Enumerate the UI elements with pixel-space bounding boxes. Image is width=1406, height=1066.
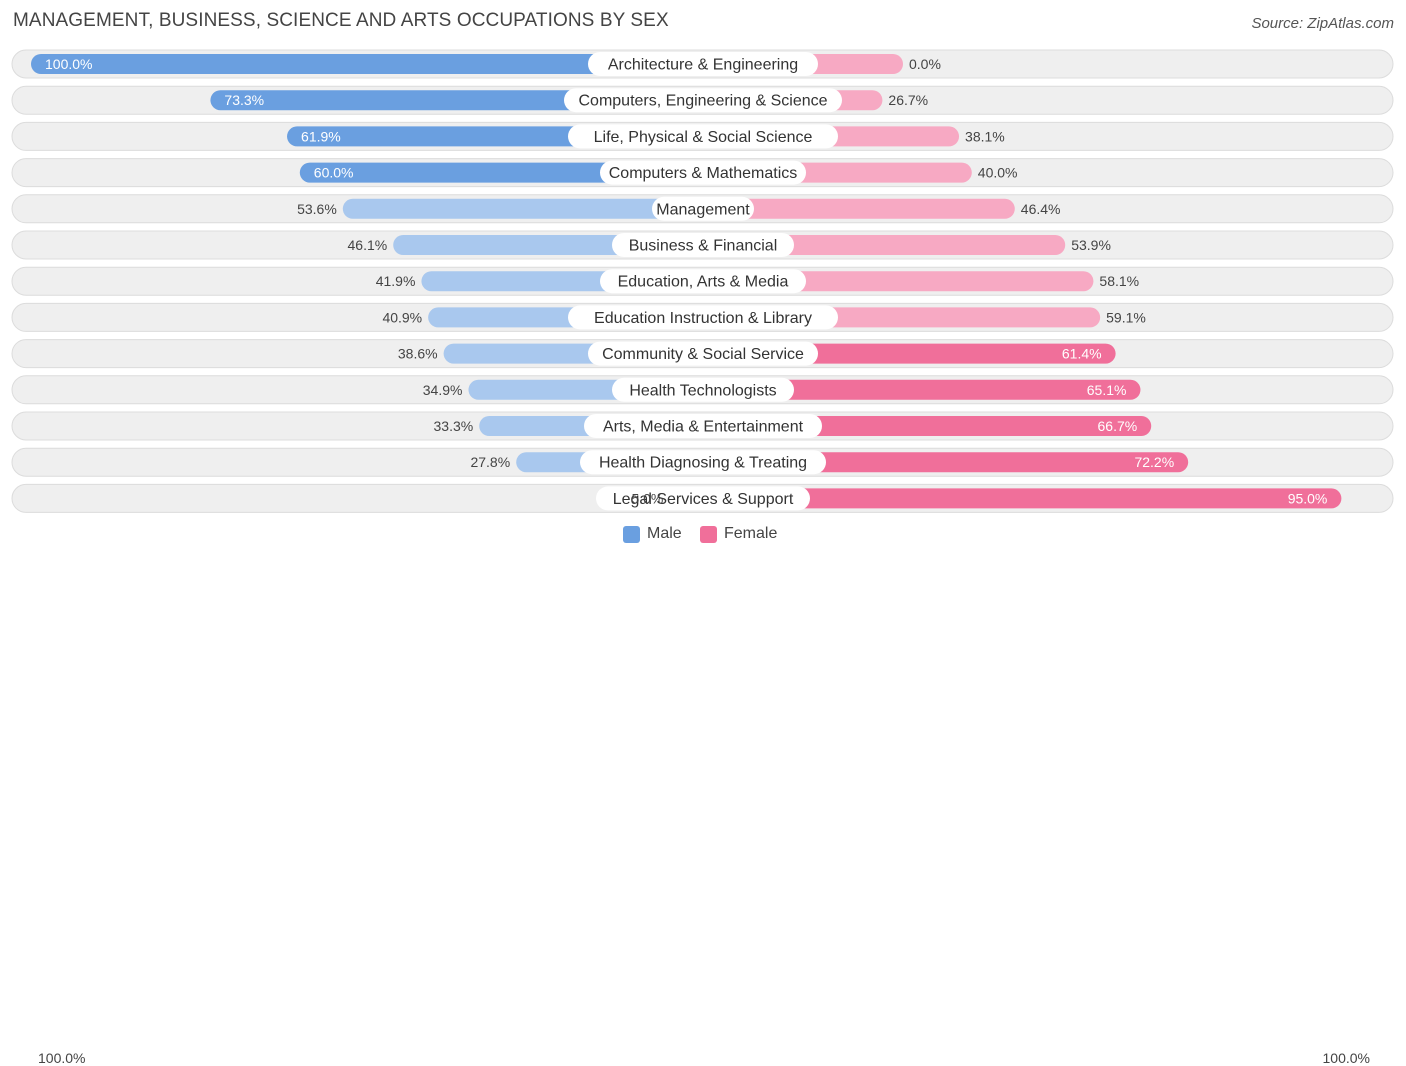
legend-swatch-female [700,525,717,543]
category-pill [596,486,810,511]
category-pill [588,341,818,366]
bar-female [693,198,1015,219]
value-label-male: 46.1% [348,237,388,253]
category-label: Business & Financial [629,238,778,255]
bar-row: Education, Arts & Media 41.9% 58.1% [11,266,1394,296]
legend-item-female: Female [700,525,777,543]
bar-row: Life, Physical & Social Science 61.9% 38.1… [11,121,1394,151]
bar-male [31,54,713,74]
chart-area: Architecture & Engineering 100.0% 0.0% Comp… [11,49,1394,513]
category-label: Computers, Engineering & Science [578,93,827,110]
value-label-male: 60.0% [314,165,354,181]
category-pill [612,377,794,402]
chart-title: MANAGEMENT, BUSINESS, SCIENCE AND ARTS O… [13,10,669,31]
value-label-male: 61.9% [301,128,341,144]
category-pill [568,305,838,330]
value-label-female: 46.4% [1021,201,1061,217]
bar-row: Health Technologists 34.9% 65.1% [11,375,1394,405]
bar-row: Computers & Mathematics 60.0% 40.0% [11,158,1394,188]
value-label-male: 27.8% [470,454,510,470]
category-pill [588,52,818,76]
category-label: Education, Arts & Media [618,274,789,291]
category-label: Community & Social Service [602,346,804,363]
category-label: Computers & Mathematics [609,165,798,182]
bar-row: Arts, Media & Entertainment 33.3% 66.7% [11,411,1394,441]
category-pill [584,414,822,438]
source-credit: Source: ZipAtlas.com [1251,15,1394,32]
bar-male [342,198,713,219]
value-label-female: 95.0% [1288,490,1328,506]
category-label: Management [656,201,750,218]
legend-label-male: Male [647,525,682,542]
bar-row: Management 53.6% 46.4% [11,194,1394,224]
category-label: Legal Services & Support [613,491,794,508]
value-label-female: 40.0% [978,165,1018,181]
category-label: Health Diagnosing & Treating [599,455,807,472]
category-pill [564,88,842,113]
bar-row: Computers, Engineering & Science 73.3% 26.… [11,85,1394,115]
legend-swatch-male [623,525,640,543]
legend-item-male: Male [623,525,682,543]
value-label-female: 65.1% [1087,382,1127,398]
category-label: Arts, Media & Entertainment [603,419,804,436]
bar-row: Education Instruction & Library 40.9% 59.1… [11,302,1394,332]
value-label-female: 26.7% [888,92,928,108]
bar-female [693,379,1141,400]
value-label-male: 34.9% [423,382,463,398]
bar-row: Architecture & Engineering 100.0% 0.0% [11,49,1394,79]
value-label-male: 40.9% [382,309,422,325]
category-label: Life, Physical & Social Science [594,129,813,146]
category-pill [612,233,794,257]
category-pill [580,450,826,475]
category-pill [652,196,754,221]
category-label: Architecture & Engineering [608,57,798,74]
value-label-male: 38.6% [398,346,438,362]
bar-female [693,488,1342,509]
value-label-female: 61.4% [1062,346,1102,362]
category-label: Education Instruction & Library [594,310,812,327]
bar-row: Business & Financial 46.1% 53.9% [11,230,1394,260]
value-label-female: 66.7% [1098,418,1138,434]
category-label: Health Technologists [629,382,776,399]
category-pill [568,124,838,149]
axis-right-label: 100.0% [1322,1050,1370,1066]
value-label-female: 53.9% [1071,237,1111,253]
category-pill [600,160,806,185]
value-label-male: 33.3% [434,418,474,434]
value-label-female: 0.0% [909,56,941,72]
value-label-female: 38.1% [965,128,1005,144]
legend-label-female: Female [724,525,778,542]
bar-row: Community & Social Service 38.6% 61.4% [11,339,1394,369]
value-label-female: 72.2% [1134,454,1174,470]
value-label-male: 53.6% [297,201,337,217]
category-pill [600,269,806,294]
value-label-male: 73.3% [224,92,264,108]
bar-row: Health Diagnosing & Treating 27.8% 72.2% [11,447,1394,477]
value-label-female: 59.1% [1106,309,1146,325]
value-label-male: 41.9% [376,273,416,289]
value-label-male: 5.0% [631,490,663,506]
axis-left-label: 100.0% [38,1050,86,1066]
legend: 100.0% Male Female 100.0% [0,523,1406,1066]
value-label-male: 100.0% [45,56,92,72]
value-label-female: 58.1% [1099,273,1139,289]
